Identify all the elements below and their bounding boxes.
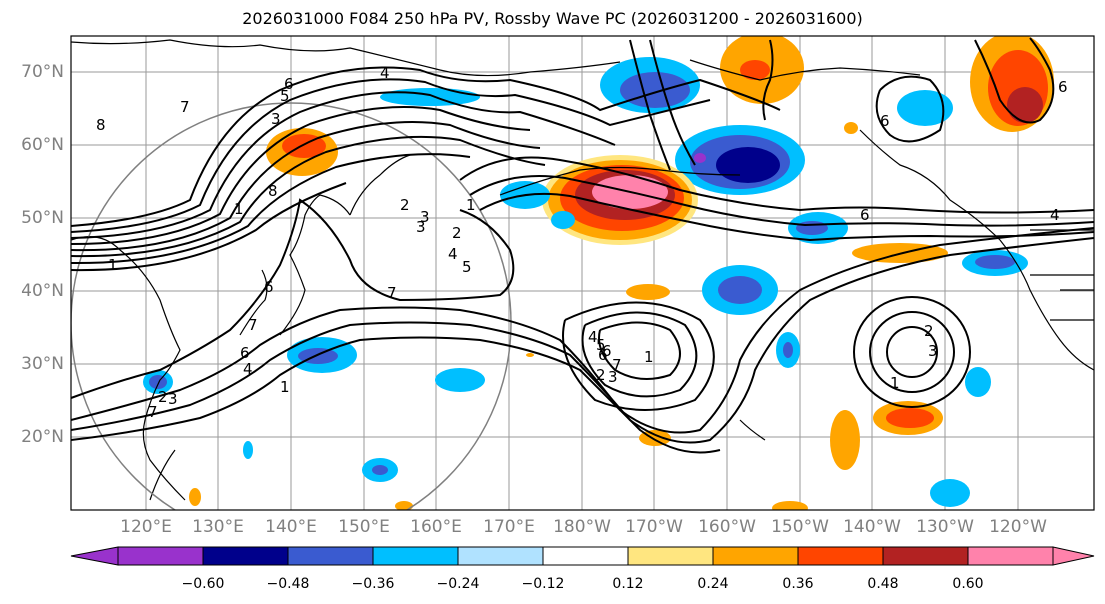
contour-label: 3 [608,368,618,386]
lon-label: 140°W [843,517,901,537]
lat-label: 40°N [21,281,64,301]
contour-label: 5 [280,87,290,105]
colorbar-tick: −0.12 [521,576,565,592]
contour-label: 4 [243,360,253,378]
lon-label: 130°E [192,517,244,537]
contour-label: 7 [248,316,258,334]
colorbar-bin [542,546,629,566]
contour-label: 3 [416,218,426,236]
lat-label: 70°N [21,62,64,82]
contour-label: 6 [598,346,608,364]
lon-label: 130°W [916,517,974,537]
contour-label: 2 [400,196,410,214]
colorbar-extend-left [70,546,119,566]
gridlines [71,36,1094,510]
colorbar-bin [202,546,289,566]
colorbar-tick: 0.36 [782,576,814,592]
lon-label: 120°E [120,517,172,537]
lon-label: 120°W [989,517,1047,537]
pv-contours [71,37,1094,454]
contour-label: 1 [466,196,476,214]
contour-label: 1 [890,374,900,392]
contour-label: 3 [420,208,430,226]
colorbar-bin [372,546,459,566]
lon-label: 170°E [483,517,535,537]
contour-label: 2 [452,224,462,242]
colorbar-tick: 0.12 [612,576,644,592]
colorbar [70,546,1095,566]
contour-label: 7 [180,98,190,116]
lat-label: 60°N [21,135,64,155]
colorbar-extend-right [1052,546,1095,566]
lon-label: 150°E [338,517,390,537]
contour-label: 6 [602,342,612,360]
coastlines [71,39,1094,501]
map-frame [70,35,1095,511]
lon-label: 150°W [771,517,829,537]
lon-label: 180°W [553,517,611,537]
contour-label: 1 [234,200,244,218]
colorbar-tick: −0.36 [351,576,395,592]
contour-label: 8 [268,182,278,200]
contour-label: 1 [644,348,654,366]
colorbar-bin [117,546,204,566]
contour-label: 4 [448,245,458,263]
contour-label: 3 [928,342,938,360]
contour-label: 6 [880,112,890,130]
colorbar-tick: 0.60 [952,576,984,592]
colorbar-bin [882,546,969,566]
lat-label: 30°N [21,354,64,374]
lon-label: 170°W [625,517,683,537]
lon-label: 160°E [410,517,462,537]
lat-label: 50°N [21,208,64,228]
contour-label: 5 [596,336,606,354]
colorbar-bin [457,546,544,566]
colorbar-tick: −0.60 [181,576,225,592]
contour-label: 7 [612,356,622,374]
lat-label: 20°N [21,427,64,447]
contour-label: 3 [271,110,281,128]
contour-label: 1 [280,378,290,396]
plot-title: 2026031000 F084 250 hPa PV, Rossby Wave … [242,9,863,28]
contour-label: 5 [462,258,472,276]
colorbar-bin [967,546,1054,566]
contour-label: 6 [284,75,294,93]
contour-label: 7 [387,284,397,302]
contour-label: 2 [596,366,606,384]
contour-label: 6 [860,206,870,224]
colorbar-bin [712,546,799,566]
contour-label: 4 [380,64,390,82]
colorbar-bin [287,546,374,566]
contour-label: 2 [924,322,934,340]
colorbar-tick: 0.24 [697,576,729,592]
contour-label: 6 [240,344,250,362]
anomaly-fill [143,36,1054,510]
contour-labels: 8 7 6 5 4 3 2 1 1 2 3 4 5 6 7 8 7 6 4 6 … [96,64,1068,421]
colorbar-tick: −0.48 [266,576,310,592]
colorbar-tick: −0.24 [436,576,480,592]
contour-label: 8 [96,116,106,134]
contour-label: 1 [108,256,118,274]
region-circle [71,102,512,510]
contour-label: 2 [158,388,168,406]
lon-label: 140°E [265,517,317,537]
contour-label: 4 [1050,206,1060,224]
contour-label: 3 [168,390,178,408]
contour-label: 7 [148,403,158,421]
contour-label: 6 [1058,78,1068,96]
colorbar-tick: 0.48 [867,576,899,592]
lon-label: 160°W [698,517,756,537]
contour-label: 6 [264,278,274,296]
colorbar-bin [627,546,714,566]
contour-label: 4 [588,328,598,346]
colorbar-bin [797,546,884,566]
